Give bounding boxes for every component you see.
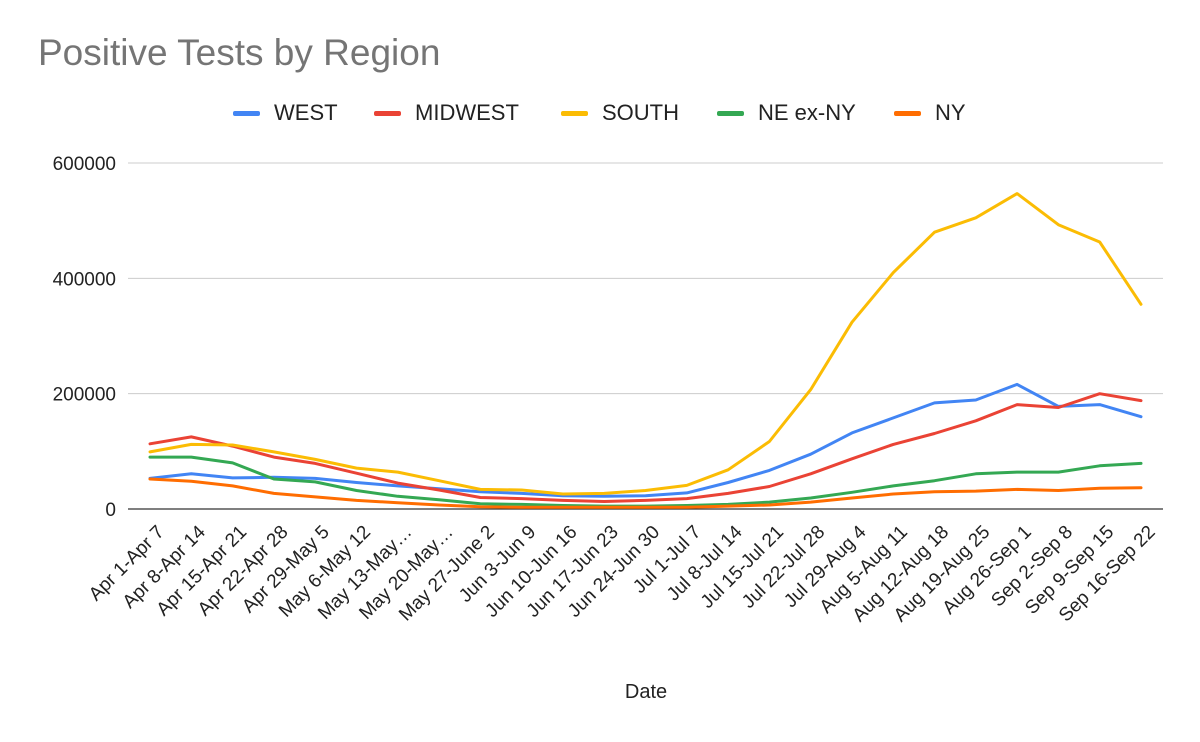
legend-label: MIDWEST xyxy=(415,100,519,125)
x-axis-label: Date xyxy=(625,681,667,703)
series-line-midwest xyxy=(148,392,1143,503)
legend-label: NY xyxy=(935,100,966,125)
series-line-south xyxy=(148,192,1143,496)
legend-item-west: WEST xyxy=(233,98,338,128)
chart-title: Positive Tests by Region xyxy=(38,32,441,73)
legend-swatch xyxy=(717,110,744,116)
legend-item-south: SOUTH xyxy=(561,98,679,128)
y-axis-ticks: 0 200000 400000 600000 xyxy=(53,154,116,521)
legend-swatch xyxy=(233,110,260,116)
series-line-ny xyxy=(148,477,1143,509)
legend-label: SOUTH xyxy=(602,100,679,125)
legend: WEST MIDWEST SOUTH NE ex-NY NY xyxy=(0,98,1200,128)
legend-swatch xyxy=(561,110,588,116)
y-tick-label: 400000 xyxy=(53,269,116,290)
legend-swatch xyxy=(374,110,401,116)
legend-item-midwest: MIDWEST xyxy=(374,98,519,128)
y-tick-label: 0 xyxy=(105,500,116,521)
legend-label: WEST xyxy=(274,100,338,125)
series-lines xyxy=(148,192,1143,509)
legend-item-ne-ex-ny: NE ex-NY xyxy=(717,98,856,128)
y-tick-label: 600000 xyxy=(53,154,116,175)
y-tick-label: 200000 xyxy=(53,385,116,406)
series-line-west xyxy=(148,382,1143,498)
legend-item-ny: NY xyxy=(894,98,966,128)
legend-label: NE ex-NY xyxy=(758,100,856,125)
series-line-ne-ex-ny xyxy=(148,455,1143,508)
legend-swatch xyxy=(894,110,921,116)
